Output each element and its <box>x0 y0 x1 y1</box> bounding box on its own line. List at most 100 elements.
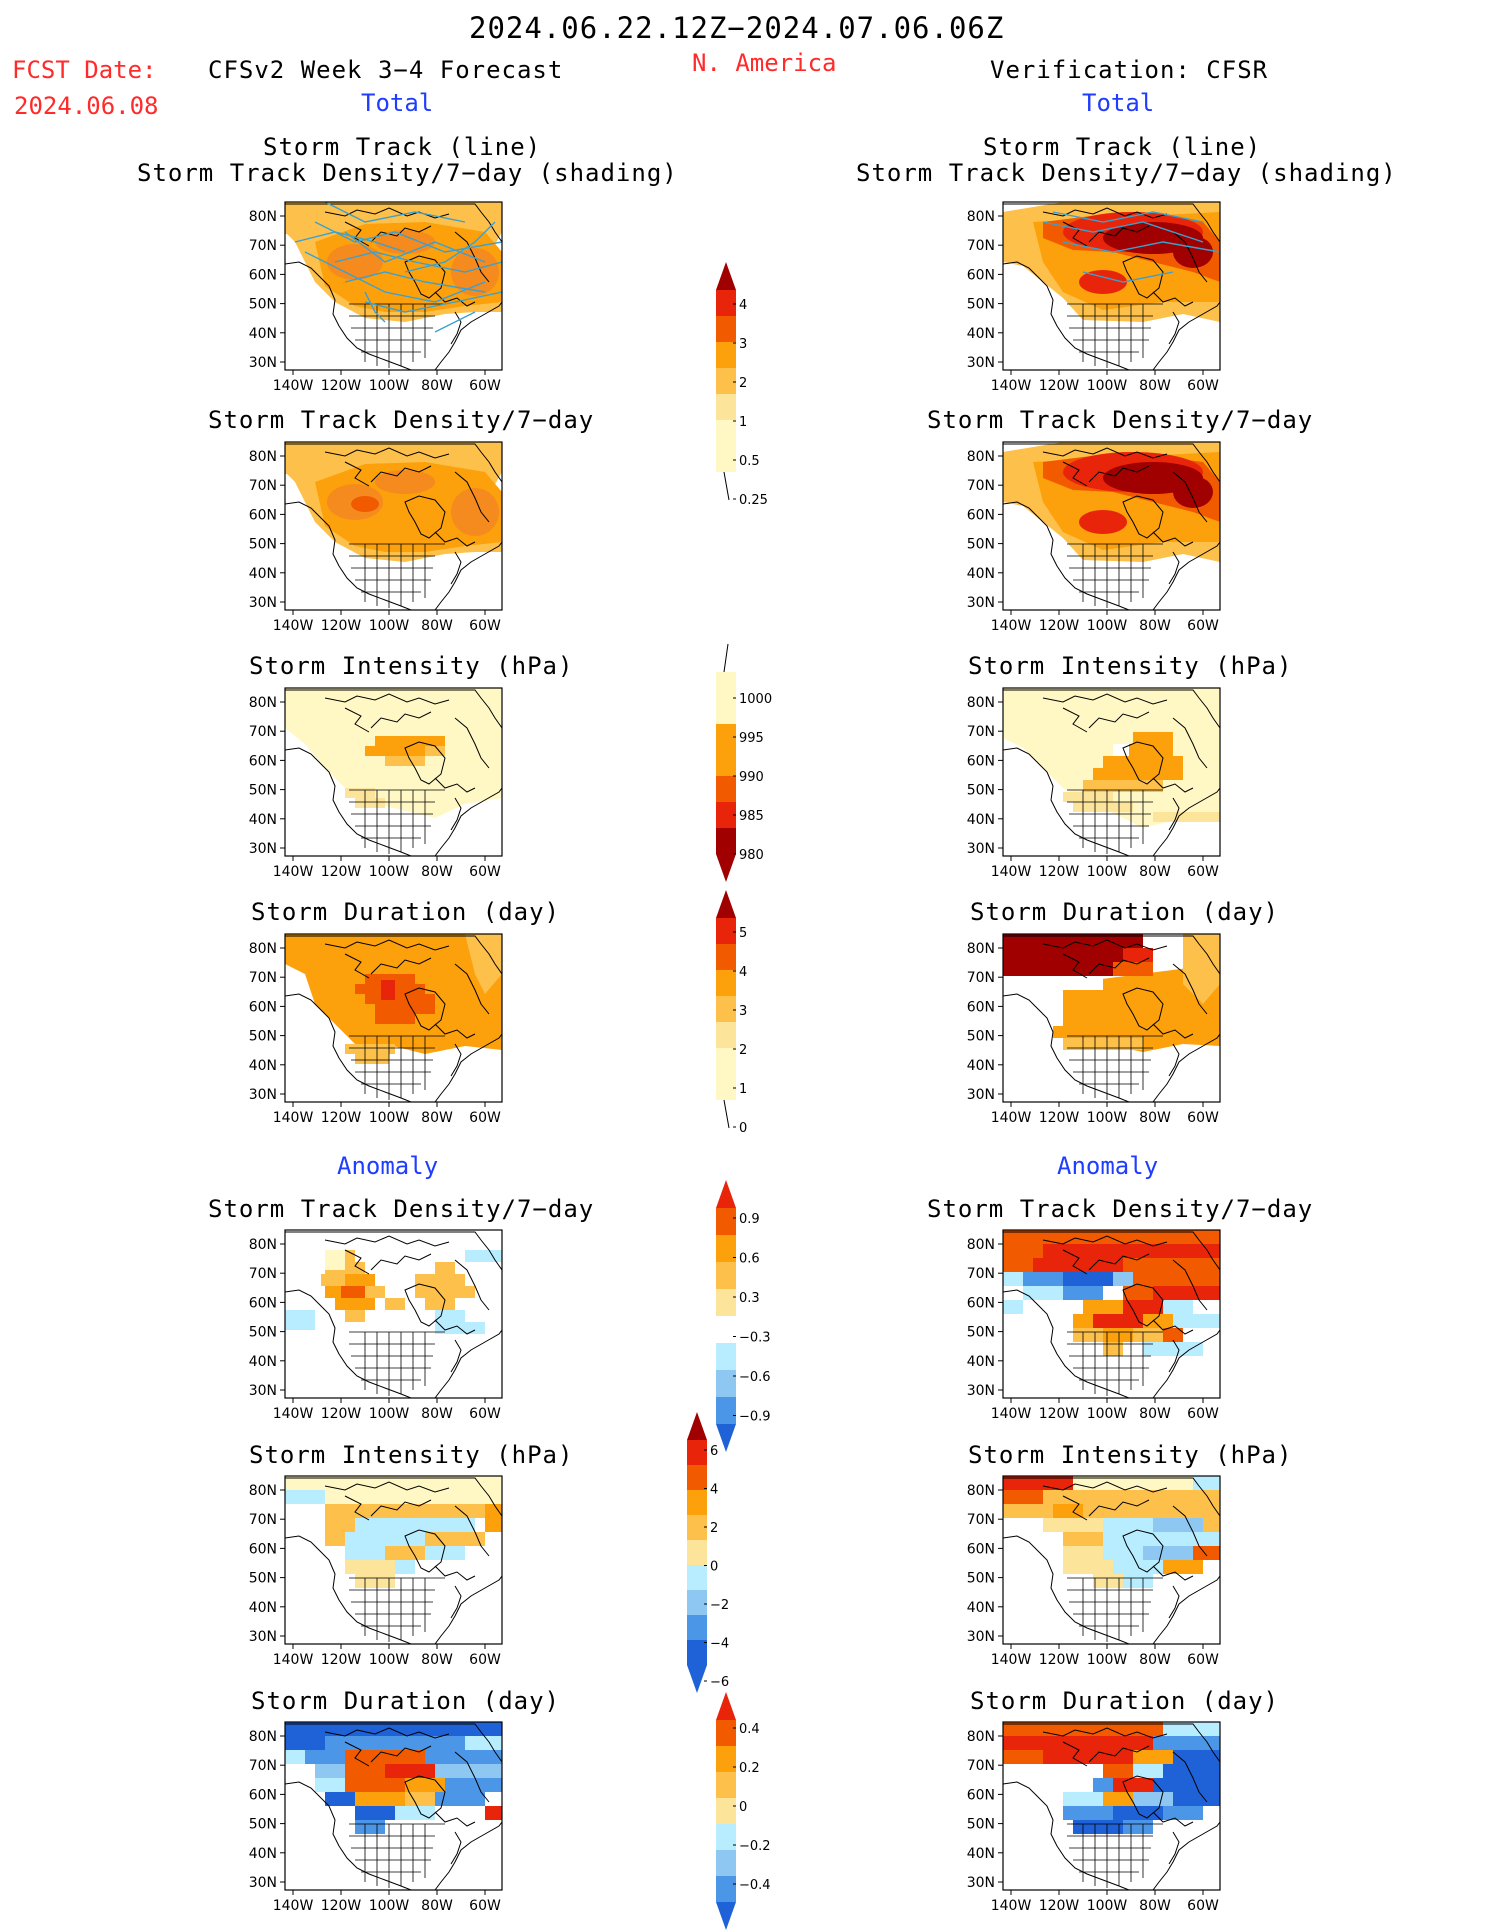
colorbar-label: 2 <box>739 1043 747 1058</box>
map-duration-right-coastline <box>1003 935 1220 1102</box>
colorbar-anom-duration: 0.4 0.2 0 −0.2 −0.4 <box>716 1692 771 1930</box>
colorbar-swatch <box>716 970 736 996</box>
lat-tick-label: 70N <box>967 478 995 494</box>
colorbar-swatch <box>687 1565 707 1590</box>
colorbar-anom-density: 0.9 0.6 0.3 −0.3 −0.6 −0.9 <box>716 1180 771 1452</box>
map-intensity-right: 80N 70N 60N 50N 40N 30N 140W 120W 100W 80W 60W <box>967 687 1221 880</box>
lon-tick-label: 140W <box>273 378 314 394</box>
panel-title-track-shading-right: Storm Track Density/7−day (shading) <box>856 159 1397 187</box>
lon-tick-label: 100W <box>1087 1110 1128 1126</box>
colorbar-label: 0.9 <box>739 1212 760 1227</box>
lon-tick-label: 80W <box>1139 864 1171 880</box>
map-anom-density-right: 80N 70N 60N 50N 40N 30N 140W 120W 100W 80W 60W <box>967 1229 1221 1422</box>
map-anom-duration-right: 80N 70N 60N 50N 40N 30N 140W 120W 100W 80W 60W <box>967 1721 1221 1914</box>
lon-tick-label: 80W <box>421 378 453 394</box>
map-density-right: 80N 70N 60N 50N 40N 30N 140W 120W 100W 80W 60W <box>967 441 1221 634</box>
lon-tick-label: 60W <box>469 864 501 880</box>
lat-tick-label: 60N <box>967 267 995 283</box>
map-anom-duration-right-coastline <box>1003 1723 1220 1890</box>
lat-tick-label: 30N <box>249 355 277 371</box>
colorbar-swatch <box>716 1289 736 1316</box>
lon-tick-label: 100W <box>369 864 410 880</box>
colorbar-label: 985 <box>739 809 764 824</box>
lon-tick-label: 100W <box>369 1898 410 1914</box>
colorbar-swatch <box>716 1798 736 1824</box>
colorbar-swatch <box>687 1515 707 1540</box>
map-duration-right: 80N 70N 60N 50N 40N 30N 140W 120W 100W 80W 60W <box>967 933 1221 1126</box>
colorbar-swatch <box>687 1540 707 1565</box>
colorbar-label: 0 <box>739 1800 747 1815</box>
panel-title-anom-duration-left: Storm Duration (day) <box>251 1687 560 1715</box>
colorbar-label: −0.4 <box>739 1878 771 1893</box>
lon-tick-label: 60W <box>1187 378 1219 394</box>
panel-title-anom-density-left: Storm Track Density/7−day <box>208 1195 595 1223</box>
lat-tick-label: 50N <box>249 537 277 553</box>
lon-tick-label: 140W <box>273 1406 314 1422</box>
lat-tick-label: 40N <box>967 1600 995 1616</box>
colorbar-swatch <box>716 1824 736 1850</box>
lat-tick-label: 80N <box>249 1729 277 1745</box>
colorbar-label: −0.2 <box>739 1839 771 1854</box>
colorbar-label: 1 <box>739 415 747 430</box>
map-anom-intensity-left-field <box>285 1476 502 1644</box>
lat-tick-label: 60N <box>249 267 277 283</box>
lat-tick-label: 40N <box>249 1058 277 1074</box>
map-density-left-field <box>285 442 502 610</box>
panel-title-track-line-left: Storm Track (line) <box>263 133 542 161</box>
colorbar-swatch <box>687 1465 707 1490</box>
map-track-right: 80N 70N 60N 50N 40N 30N 140W 120W 100W 80W 60W <box>967 201 1221 394</box>
map-anom-duration-left: 80N 70N 60N 50N 40N 30N 140W 120W 100W 80W 60W <box>249 1721 503 1914</box>
lat-tick-label: 80N <box>249 1237 277 1253</box>
lon-tick-label: 100W <box>369 1406 410 1422</box>
map-track-left-field <box>285 202 502 370</box>
lon-tick-label: 120W <box>321 864 362 880</box>
map-track-right-coastline <box>1003 203 1220 370</box>
colorbar-swatch <box>716 1370 736 1397</box>
lat-tick-label: 30N <box>967 355 995 371</box>
lat-tick-label: 30N <box>967 595 995 611</box>
colorbar-swatch <box>687 1640 707 1665</box>
lon-tick-label: 60W <box>469 618 501 634</box>
lat-tick-label: 70N <box>249 478 277 494</box>
lon-tick-label: 80W <box>1139 618 1171 634</box>
map-density-right-coastline <box>1003 443 1220 610</box>
total-label-left: Total <box>361 89 434 117</box>
colorbar-label: −6 <box>710 1675 729 1690</box>
lat-tick-label: 70N <box>967 1758 995 1774</box>
lat-tick-label: 40N <box>967 1354 995 1370</box>
map-anom-density-right-coastline <box>1003 1231 1220 1398</box>
map-anom-density-left: 80N 70N 60N 50N 40N 30N 140W 120W 100W 80W 60W <box>249 1229 503 1422</box>
lon-tick-label: 60W <box>469 1898 501 1914</box>
total-label-right: Total <box>1082 89 1155 117</box>
panel-title-intensity-right: Storm Intensity (hPa) <box>968 652 1293 680</box>
lat-tick-label: 70N <box>249 1266 277 1282</box>
lon-tick-label: 60W <box>1187 618 1219 634</box>
colorbar-label: 2 <box>710 1521 718 1536</box>
lat-tick-label: 80N <box>967 449 995 465</box>
lat-tick-label: 80N <box>967 209 995 225</box>
lon-tick-label: 60W <box>1187 1898 1219 1914</box>
fcst-date-label: FCST Date: <box>12 56 157 84</box>
lon-tick-label: 120W <box>1039 1652 1080 1668</box>
panel-title-anom-duration-right: Storm Duration (day) <box>970 1687 1279 1715</box>
lat-tick-label: 60N <box>249 753 277 769</box>
lon-tick-label: 60W <box>469 1110 501 1126</box>
colorbar-label: −2 <box>710 1598 729 1613</box>
map-anom-intensity-left-coastline <box>285 1477 502 1644</box>
lon-tick-label: 120W <box>1039 1110 1080 1126</box>
lon-tick-label: 60W <box>1187 1652 1219 1668</box>
colorbar-swatch <box>687 1615 707 1640</box>
map-track-right-tracks <box>1042 211 1220 283</box>
lon-tick-label: 120W <box>321 1898 362 1914</box>
colorbar-label: −0.3 <box>739 1331 771 1346</box>
lon-tick-label: 80W <box>421 1406 453 1422</box>
lon-tick-label: 100W <box>1087 864 1128 880</box>
lat-tick-label: 80N <box>967 1237 995 1253</box>
lat-tick-label: 30N <box>249 1383 277 1399</box>
lon-tick-label: 80W <box>421 1652 453 1668</box>
map-anom-duration-left-field <box>285 1722 502 1890</box>
panel-title-density-right: Storm Track Density/7−day <box>927 406 1314 434</box>
lon-tick-label: 120W <box>1039 864 1080 880</box>
lat-tick-label: 60N <box>967 507 995 523</box>
lon-tick-label: 140W <box>273 618 314 634</box>
